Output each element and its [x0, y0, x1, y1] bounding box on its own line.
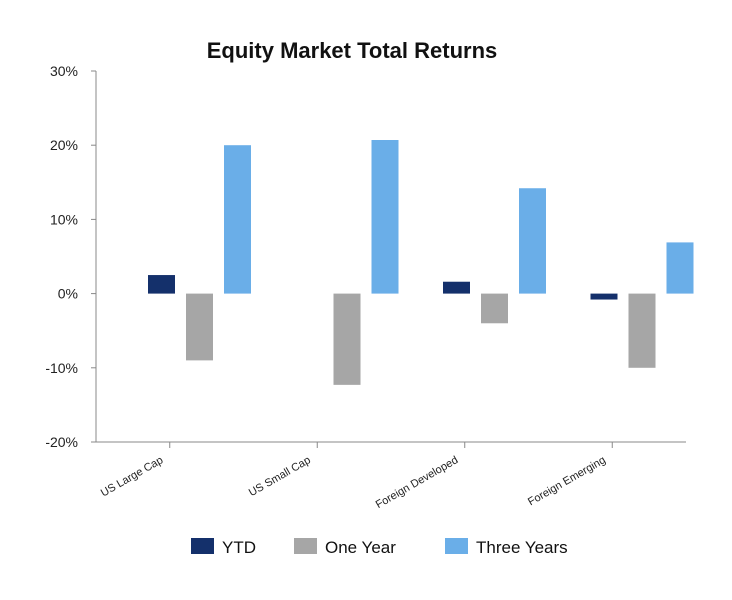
y-tick-label: 30%	[50, 63, 78, 79]
bar-one-year-us-large-cap	[186, 293, 213, 361]
bar-one-year-foreign-emerging	[628, 293, 656, 368]
legend-swatch	[445, 538, 468, 554]
x-tick-label: US Small Cap	[247, 454, 313, 499]
bar-three-years-us-large-cap	[224, 145, 251, 294]
legend-label: One Year	[325, 538, 396, 557]
y-tick-label: -20%	[45, 434, 78, 450]
bar-ytd-us-large-cap	[148, 275, 175, 294]
legend-label: Three Years	[476, 538, 568, 557]
x-tick-label: Foreign Developed	[374, 454, 460, 511]
bar-ytd-foreign-developed	[443, 281, 470, 294]
legend: YTD One Year Three Years	[191, 538, 568, 557]
bar-ytd-foreign-emerging	[590, 293, 618, 300]
legend-label: YTD	[222, 538, 256, 557]
y-tick-label: -10%	[45, 360, 78, 376]
bar-one-year-us-small-cap	[333, 293, 361, 385]
bar-three-years-foreign-emerging	[666, 242, 694, 294]
chart-title: Equity Market Total Returns	[207, 38, 498, 63]
x-tick-label: Foreign Emerging	[526, 454, 608, 508]
bar-three-years-foreign-developed	[519, 188, 546, 294]
x-axis: US Large Cap US Small Cap Foreign Develope…	[96, 441, 686, 511]
bars	[148, 140, 694, 385]
y-tick-label: 10%	[50, 211, 78, 227]
x-tick-label: US Large Cap	[99, 454, 165, 499]
y-tick-label: 0%	[58, 286, 78, 302]
legend-swatch	[294, 538, 317, 554]
y-tick-label: 20%	[50, 137, 78, 153]
bar-three-years-us-small-cap	[371, 140, 399, 294]
legend-swatch	[191, 538, 214, 554]
bar-one-year-foreign-developed	[481, 293, 508, 324]
y-axis: 30% 20% 10% 0% -10% -20%	[45, 63, 97, 450]
